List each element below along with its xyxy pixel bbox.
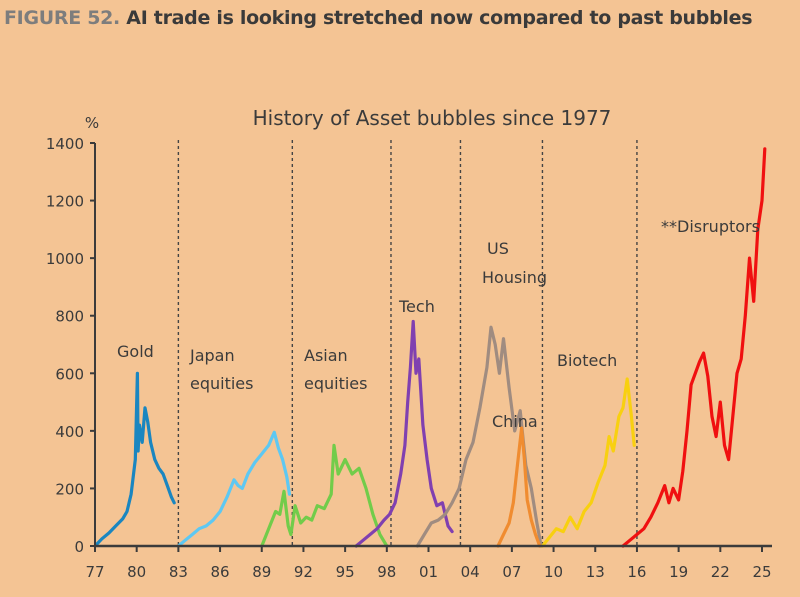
figure-number: FIGURE 52. [4,7,120,29]
series-line-7 [621,147,767,548]
annotation-label: Japan [189,346,235,365]
x-tick-label: 13 [586,563,605,581]
series-line-6 [540,377,636,548]
y-tick-label: 1400 [46,135,84,153]
series-line-2 [260,443,389,548]
y-axis-label: % [85,114,99,132]
figure-title-text: AI trade is looking stretched now compar… [126,7,753,29]
annotation-label: Tech [398,297,435,316]
y-tick-label: 1000 [46,250,84,268]
series-line-1 [176,430,292,548]
annotation-label: Housing [482,268,547,287]
x-tick-label: 16 [627,563,646,581]
x-tick-label: 83 [169,563,188,581]
x-tick-label: 77 [85,563,104,581]
annotation-label: Asian [304,346,348,365]
series-group [93,147,767,548]
annotations: Gold Japan equities Asian equities Tech US Hous… [117,217,760,431]
axes: 0 200 400 600 800 1000 1200 1400 77 80 83 86 89 92 95 9… [46,135,772,581]
x-tick-label: 89 [252,563,271,581]
y-tick-label: 400 [55,423,84,441]
annotation-label: equities [304,374,367,393]
x-tick-label: 07 [502,563,521,581]
y-tick-label: 200 [55,480,84,498]
y-tick-label: 1200 [46,193,84,211]
dividers [177,140,638,546]
annotation-label: Biotech [557,351,617,370]
x-tick-label: 86 [211,563,230,581]
x-tick-label: 80 [127,563,146,581]
series-line-0 [93,371,176,548]
x-tick-label: 95 [336,563,355,581]
series-line-3 [354,319,454,548]
x-tick-label: 22 [711,563,730,581]
y-tick-label: 0 [74,538,84,556]
annotation-label: Gold [117,342,154,361]
annotation-label: US [487,239,509,258]
annotation-label: **Disruptors [661,217,760,236]
chart-title: History of Asset bubbles since 1977 [253,106,612,130]
x-tick-label: 19 [669,563,688,581]
x-tick-label: 98 [377,563,396,581]
x-tick-label: 01 [419,563,438,581]
annotation-label: equities [190,374,253,393]
x-tick-label: 10 [544,563,563,581]
annotation-label: China [492,412,538,431]
y-tick-label: 600 [55,365,84,383]
figure-title: FIGURE 52. AI trade is looking stretched… [4,4,794,32]
series-line-5 [496,426,542,548]
x-tick-label: 25 [752,563,771,581]
x-tick-label: 04 [461,563,480,581]
y-tick-label: 800 [55,308,84,326]
x-tick-label: 92 [294,563,313,581]
